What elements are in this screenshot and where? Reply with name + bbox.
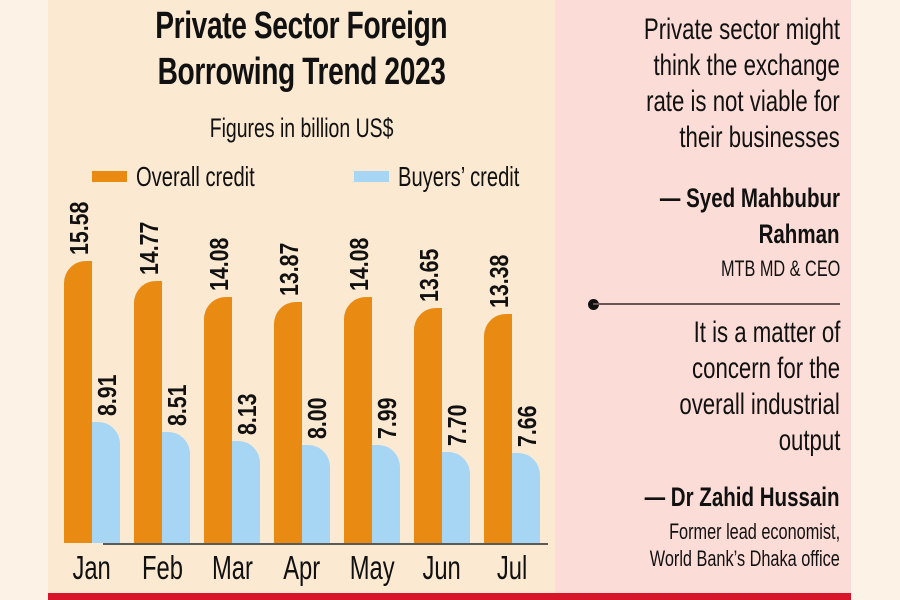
legend-swatch-overall [92, 171, 127, 182]
value-label-overall-mar: 14.08 [204, 237, 234, 292]
x-tick-text: Mar [211, 549, 253, 586]
x-tick-label-jul: Jul [477, 548, 547, 588]
quote-2-role: Former lead economist, [668, 519, 840, 544]
value-label-overall-may: 14.08 [344, 237, 374, 292]
quote-1-text-line: Private sector might [643, 13, 840, 46]
quote-2-text-line: It is a matter of [693, 316, 840, 349]
value-label-overall-feb: 14.77 [134, 221, 164, 275]
quote-1-author: Rahman [759, 219, 840, 249]
x-tick-label-jun: Jun [407, 548, 477, 588]
x-tick-label-feb: Feb [127, 548, 197, 588]
value-label-overall-apr: 13.87 [274, 243, 304, 297]
bar-overall-jan [64, 261, 92, 543]
bar-buyers-jun [442, 451, 470, 543]
legend-label-buyers: Buyers’ credit [398, 161, 520, 192]
bar-buyers-apr [302, 444, 330, 543]
chart-subtitle: Figures in billion US$ [48, 112, 555, 144]
quote-2-text-line: output [778, 424, 840, 457]
quote-1-text-line: think the exchange [653, 49, 840, 82]
chart-title-text-1: Private Sector Foreign [155, 5, 448, 47]
bar-buyers-jul [512, 452, 540, 543]
bar-buyers-mar [232, 441, 260, 543]
bar-overall-apr [274, 302, 302, 543]
chart-title-line-2: Borrowing Trend 2023 [48, 50, 555, 94]
value-label-buyers-may: 7.99 [372, 397, 402, 439]
chart-title-line-1: Private Sector Foreign [48, 4, 555, 48]
x-tick-text: Feb [141, 549, 183, 586]
x-tick-text: Jan [72, 549, 112, 586]
value-label-buyers-mar: 8.13 [232, 393, 262, 436]
bar-overall-mar [204, 297, 232, 543]
value-label-overall-jun: 13.65 [414, 248, 444, 302]
chart-panel: Private Sector Foreign Borrowing Trend 2… [48, 0, 555, 593]
x-tick-label-may: May [337, 548, 407, 588]
bottom-accent-bar [48, 593, 851, 600]
quote-divider [593, 303, 840, 305]
value-label-buyers-jul: 7.66 [512, 405, 542, 447]
bar-overall-may [344, 297, 372, 543]
value-label-overall-jan: 15.58 [64, 201, 94, 256]
bar-buyers-feb [162, 432, 190, 543]
value-label-buyers-jan: 8.91 [92, 374, 122, 417]
x-tick-text: May [349, 549, 395, 586]
quote-1-text-line: their businesses [679, 121, 840, 154]
x-tick-text: Jul [496, 549, 528, 586]
value-label-overall-jul: 13.38 [484, 254, 514, 309]
x-tick-text: Apr [283, 549, 321, 586]
x-tick-label-jan: Jan [57, 548, 127, 588]
value-label-buyers-feb: 8.51 [162, 384, 192, 427]
quote-1-author: — Syed Mahbubur [659, 183, 840, 213]
quote-2-role: World Bank’s Dhaka office [649, 546, 840, 571]
bar-overall-jun [414, 307, 442, 543]
legend-label-overall: Overall credit [136, 161, 255, 192]
quote-1-text-line: rate is not viable for [646, 85, 840, 118]
chart-subtitle-text: Figures in billion US$ [209, 113, 394, 143]
bar-buyers-may [372, 444, 400, 543]
value-label-buyers-jun: 7.70 [442, 404, 472, 446]
value-label-buyers-apr: 8.00 [302, 397, 332, 439]
x-tick-label-apr: Apr [267, 548, 337, 588]
x-tick-label-mar: Mar [197, 548, 267, 588]
bar-overall-jul [484, 314, 512, 543]
bar-buyers-jan [92, 422, 120, 543]
legend-swatch-buyers [354, 171, 389, 182]
chart-title-text-2: Borrowing Trend 2023 [157, 51, 446, 93]
quote-2-author: — Dr Zahid Hussain [645, 482, 840, 512]
quote-1-role: MTB MD & CEO [720, 256, 840, 281]
quote-panel [555, 0, 851, 593]
bar-overall-feb [134, 280, 162, 543]
x-axis-baseline [103, 543, 548, 545]
quote-2-text-line: concern for the [691, 352, 840, 385]
x-tick-text: Jun [422, 549, 462, 586]
quote-2-text-line: overall industrial [679, 388, 840, 421]
